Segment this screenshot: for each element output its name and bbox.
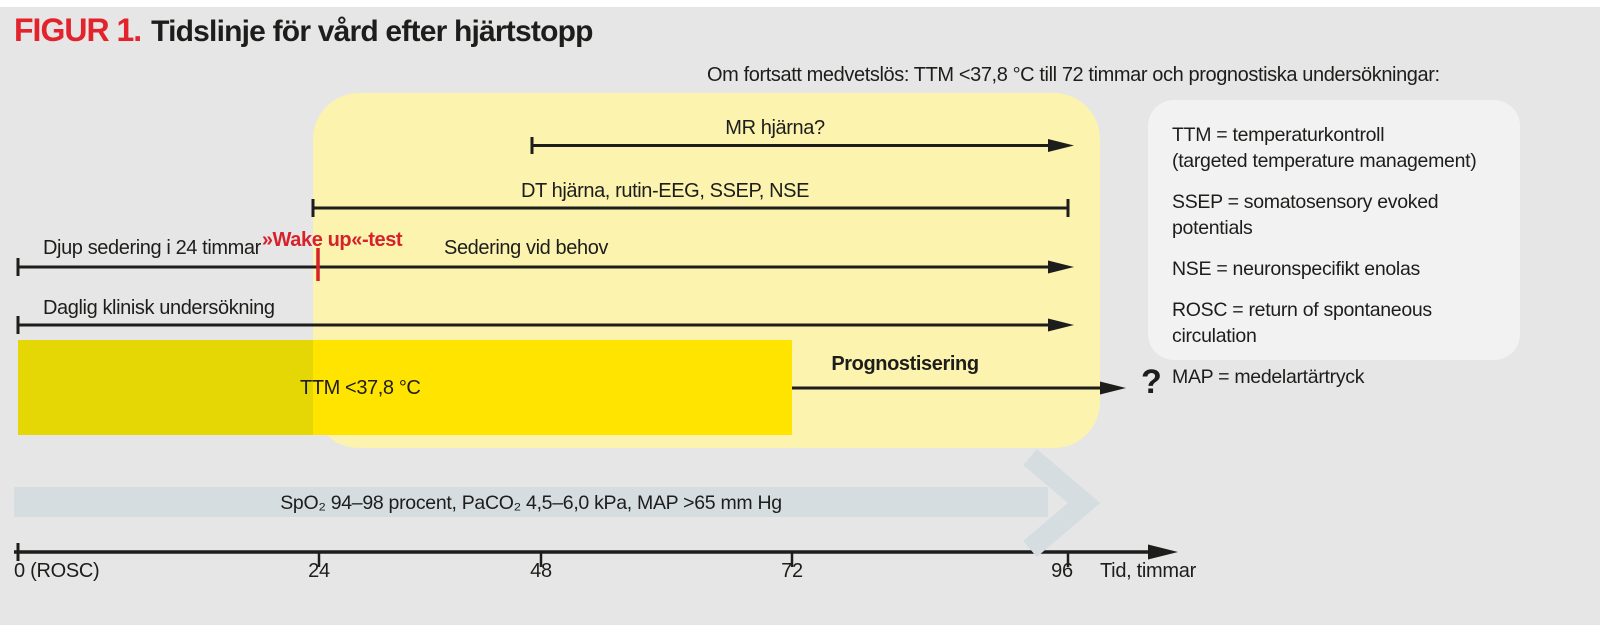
legend-item-map: MAP = medelartärtryck — [1172, 366, 1365, 388]
axis-label-0-rosc: 0 (ROSC) — [14, 560, 100, 582]
ttm-block-label: TTM <37,8 °C — [300, 377, 421, 399]
annotation-unconscious: Om fortsatt medvetslös: TTM <37,8 °C til… — [707, 64, 1440, 86]
ttm-block-segment-outside — [18, 340, 313, 435]
axis-label-72: 72 — [781, 560, 803, 582]
daily-exam-label: Daglig klinisk undersökning — [43, 297, 275, 319]
sedering-arrowhead-icon — [1048, 260, 1074, 274]
axis-label-48: 48 — [530, 560, 552, 582]
legend-box: TTM = temperaturkontroll (targeted tempe… — [1148, 100, 1520, 388]
prognostication-question-mark: ? — [1141, 363, 1162, 401]
legend-item-rosc: ROSC = return of spontaneous circulation — [1172, 299, 1432, 347]
wakeup-test-label: »Wake up«-test — [261, 229, 403, 251]
physiology-target-band — [14, 487, 1048, 517]
mr-arrowhead-icon — [1048, 139, 1074, 152]
figure-title: FIGUR 1. Tidslinje för vård efter hjärts… — [14, 12, 593, 49]
time-axis-arrowhead-icon — [1148, 544, 1178, 560]
legend-item-ttm: TTM = temperaturkontroll (targeted tempe… — [1172, 124, 1477, 172]
dt-label: DT hjärna, rutin-EEG, SSEP, NSE — [520, 180, 810, 202]
sedation-prn-label: Sedering vid behov — [444, 237, 609, 259]
mr-label: MR hjärna? — [725, 117, 825, 139]
physiology-target-label: SpO₂ 94–98 procent, PaCO₂ 4,5–6,0 kPa, M… — [280, 492, 782, 514]
figure-number: FIGUR 1. — [14, 12, 142, 48]
axis-label-96: 96 — [1051, 560, 1073, 582]
prognostication-label: Prognostisering — [831, 353, 979, 375]
figure-title-text: Tidslinje för vård efter hjärtstopp — [151, 15, 593, 48]
legend-item-ssep: SSEP = somatosensory evoked potentials — [1172, 191, 1439, 239]
legend-item-nse: NSE = neuronspecifikt enolas — [1172, 258, 1420, 280]
axis-label-24: 24 — [308, 560, 330, 582]
band-chevron-icon — [1023, 449, 1101, 557]
prognos-arrowhead-icon — [1100, 381, 1126, 395]
axis-unit-label: Tid, timmar — [1100, 560, 1196, 582]
ttm-block-segment-inside — [313, 340, 792, 435]
deep-sedation-label: Djup sedering i 24 timmar — [43, 237, 261, 259]
daglig-arrowhead-icon — [1048, 318, 1074, 332]
